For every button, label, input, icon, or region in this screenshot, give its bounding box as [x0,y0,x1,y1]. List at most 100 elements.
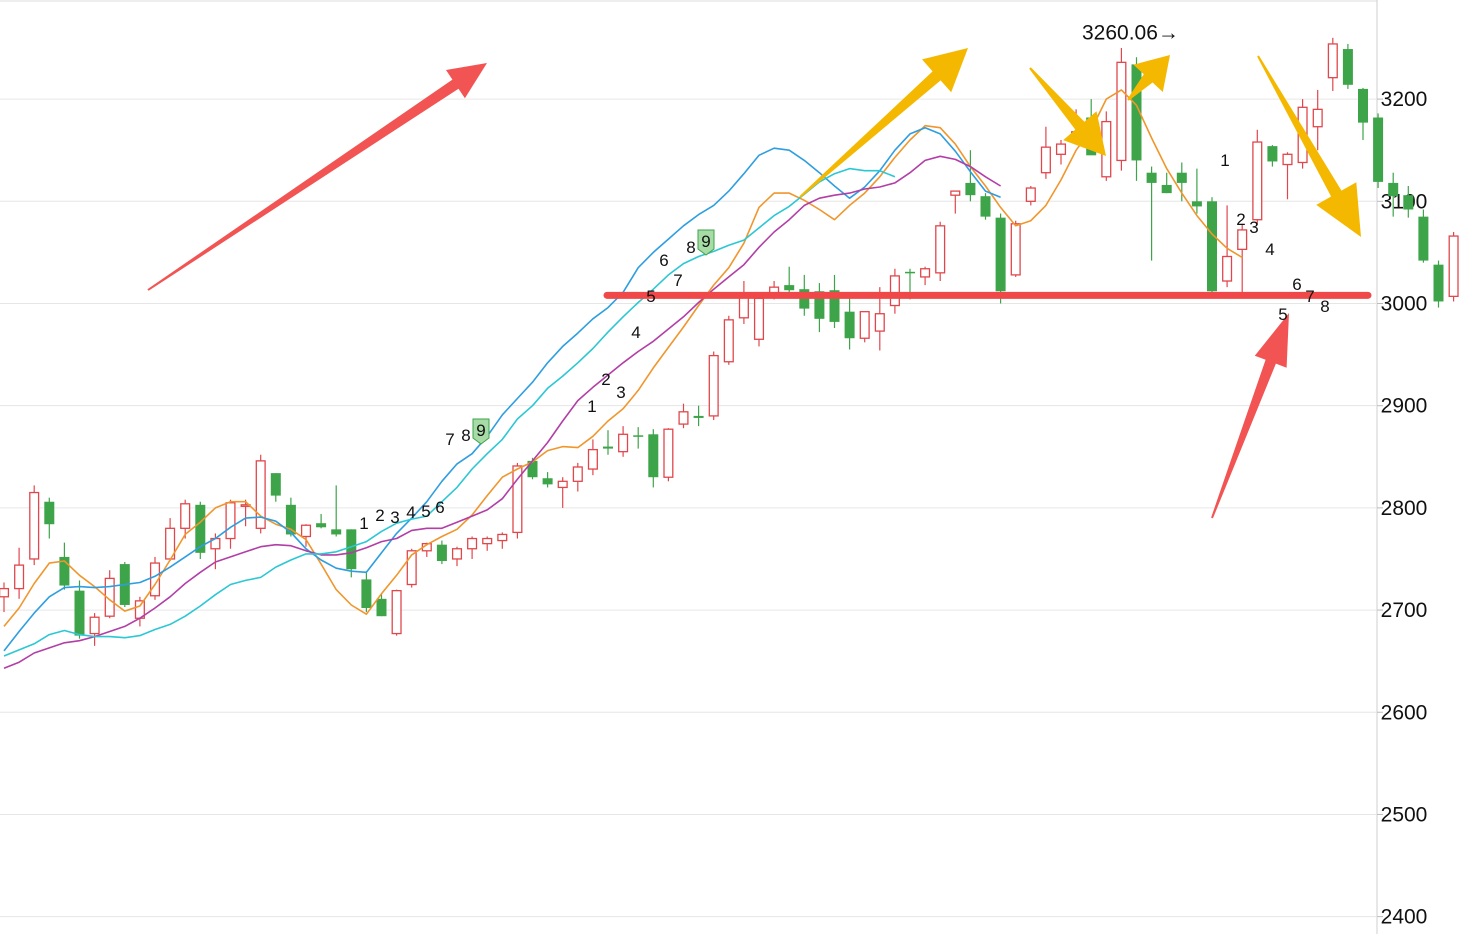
candle-down [542,472,553,488]
candle-body [693,415,704,418]
candle-body [935,225,946,274]
candle-body [542,478,553,485]
candle-up [89,613,100,646]
up-arrow-icon [1211,313,1289,519]
candle-body [300,524,312,538]
candle-down [1358,87,1368,140]
candle-body [1191,201,1202,207]
candle-body [44,501,55,525]
candle-body [1373,117,1384,182]
candle-body [270,473,281,496]
candle-up [859,311,870,343]
sequence-label: 1 [1220,151,1229,170]
candle-body [663,428,674,478]
candle-body [1388,182,1399,197]
candle-down [44,497,55,539]
candle-down [814,283,825,333]
candle-down [331,485,342,537]
candle-body [436,544,447,562]
sequence-label: 4 [406,503,415,522]
candle-up [889,268,900,314]
candle-down [270,473,281,502]
y-tick-label: 2900 [1381,395,1428,418]
candle-body [74,590,85,636]
y-tick-label: 3200 [1381,88,1428,111]
candle-body [331,529,342,535]
candle-up [497,532,508,549]
sequence-label: 8 [1320,297,1329,316]
candle-body [1312,108,1323,128]
candle-body [905,271,915,274]
candle-body [753,297,765,340]
candle-body [1342,49,1353,85]
candle-body [1267,146,1278,162]
candle-down [693,405,704,427]
candle-down [965,150,976,202]
sequence-label: 7 [445,430,454,449]
candle-body [376,598,387,617]
candle-body [1358,88,1368,123]
candle-down [648,429,659,488]
candle-up [708,351,719,420]
candle-body [361,579,372,609]
candle-up [587,439,598,476]
nine-badge: 9 [697,229,715,256]
candle-body [89,616,100,635]
candle-up [1040,126,1051,179]
candle-body [467,537,478,550]
y-tick-label: 3000 [1381,292,1428,315]
candle-up [572,462,583,492]
candle-body [980,196,991,217]
candle-up [1010,220,1021,277]
candle-down [1146,166,1157,261]
sequence-label: 5 [421,502,430,521]
candle-body [572,466,583,482]
candle-down [1433,260,1444,308]
candle-body [497,533,508,542]
candle-body [1116,61,1127,162]
sequence-label: 3 [616,383,625,402]
candle-body [587,448,598,470]
candle-body [648,434,659,478]
candle-body [784,285,795,291]
candle-down [633,427,644,449]
y-tick-label: 2400 [1381,906,1428,929]
candle-body [1418,216,1429,261]
candle-body [965,182,976,196]
sequence-label: 7 [1305,287,1314,306]
sequence-label: 1 [359,514,368,533]
candle-down [1161,172,1172,194]
candle-body [149,562,161,597]
candle-body [1146,172,1157,183]
y-tick-label: 2700 [1381,599,1428,622]
candle-down [1191,168,1202,214]
candle-body [723,319,734,363]
candle-up [618,426,629,457]
sequence-label: 7 [673,271,682,290]
candle-body [950,190,961,196]
candle-body [29,491,40,560]
candle-body [14,564,25,590]
candle-up [753,295,765,347]
badge-shape [472,418,490,445]
candle-up [1025,185,1036,206]
ma-line-4 [3,167,896,657]
candle-up [557,477,568,508]
candle-up [1448,231,1459,302]
candle-body [180,503,191,529]
candle-down [195,501,206,559]
candle-body [195,504,206,553]
candle-body [889,275,900,307]
candle-body [920,268,931,278]
nine-badge: 9 [472,418,490,445]
sequence-label: 6 [659,251,668,270]
candle-up [255,454,266,534]
candle-up [14,547,25,599]
candle-body [406,550,417,586]
candle-body [527,460,538,478]
candle-body [1282,153,1293,166]
candle-body [799,289,810,309]
sequence-label: 5 [646,287,655,306]
